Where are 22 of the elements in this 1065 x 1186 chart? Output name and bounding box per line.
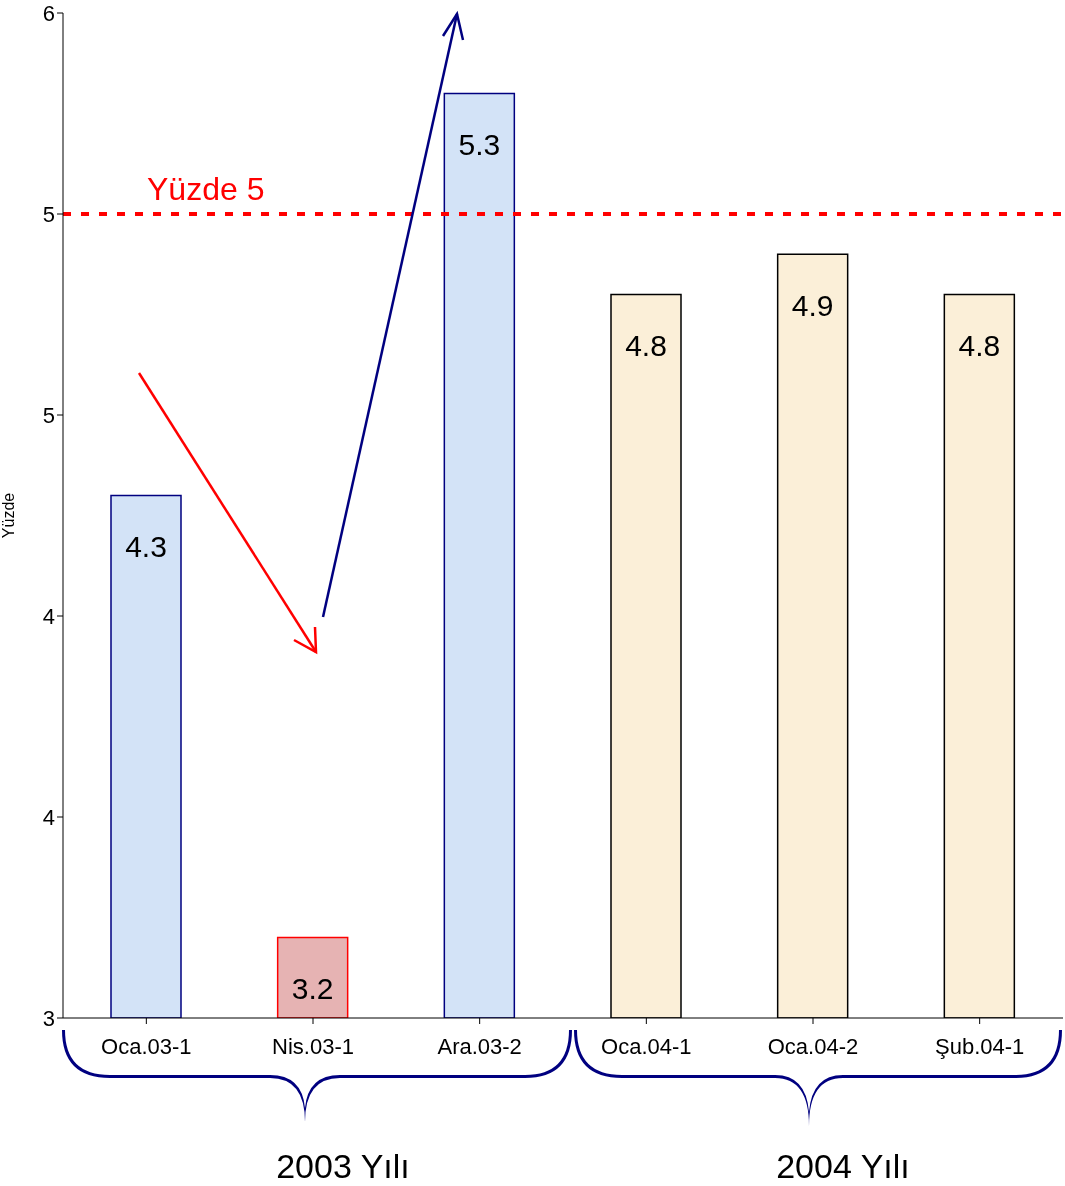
x-tick-label: Oca.04-1 <box>601 1033 692 1059</box>
data-label: 3.2 <box>291 971 334 1005</box>
y-tick-label: 6 <box>42 0 55 26</box>
y-tick-label: 4 <box>42 603 55 629</box>
data-label: 4.8 <box>958 328 1001 362</box>
y-tick-label: 4 <box>42 804 55 830</box>
y-tick-label: 3 <box>42 1005 55 1031</box>
data-label: 5.3 <box>458 127 501 161</box>
data-label: 4.9 <box>791 288 834 322</box>
y-axis-title: Yüzde <box>0 492 17 539</box>
data-label: 4.3 <box>125 529 167 563</box>
ref-line-label: Yüzde 5 <box>147 171 265 207</box>
y-tick-label: 5 <box>42 402 55 428</box>
text: 2004 Yılı <box>776 1147 910 1185</box>
data-label: 4.8 <box>625 328 667 362</box>
x-tick-label: Nis.03-1 <box>272 1033 354 1059</box>
x-tick-label: Ara.03-2 <box>437 1033 522 1059</box>
y-tick-label: 5 <box>42 201 55 227</box>
x-tick-label: Şub.04-1 <box>935 1033 1025 1059</box>
x-tick-label: Oca.04-2 <box>767 1033 859 1059</box>
text: 2003 Yılı <box>276 1147 410 1185</box>
x-tick-label: Oca.03-1 <box>101 1033 192 1059</box>
